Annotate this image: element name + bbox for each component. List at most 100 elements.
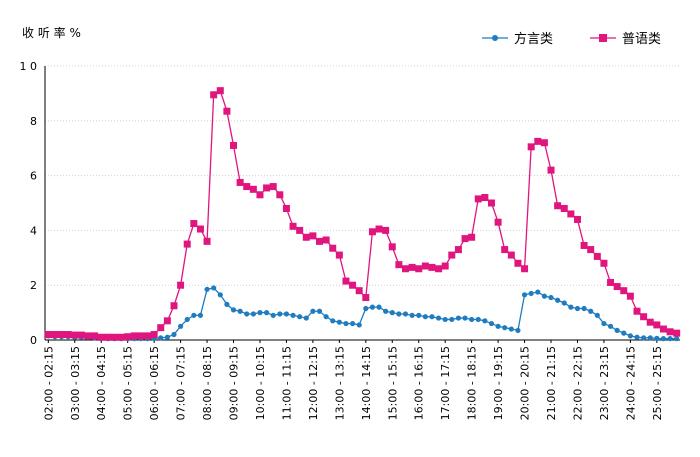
data-point [277,311,283,317]
data-point [110,333,118,341]
data-point [44,331,52,339]
data-point [408,263,416,271]
data-point [528,290,534,297]
data-point [342,277,350,285]
data-point [555,297,561,303]
data-point [316,308,323,314]
data-point [620,287,628,295]
data-point [170,302,178,310]
x-tick-label: 21:00 - 21:15 [545,346,558,420]
data-point [534,137,542,145]
data-point [640,313,648,321]
legend-label: 方言类 [514,31,553,47]
x-tick-label: 25:00 - 25:15 [651,346,664,420]
data-point [263,310,270,316]
data-point [223,107,231,115]
data-point [508,326,514,332]
data-point [316,237,324,245]
x-tick-label: 13:00 - 13:15 [333,346,346,420]
data-point [402,311,409,317]
data-point [150,331,158,339]
data-point [237,308,243,314]
data-point [514,259,522,267]
data-point [527,143,535,151]
data-point [375,225,383,233]
data-point [660,336,667,342]
x-tick-label: 22:00 - 22:15 [571,346,584,420]
data-point [673,329,681,337]
data-point [309,232,317,240]
data-point [104,333,112,341]
data-point [197,312,204,318]
data-point [388,243,396,251]
y-tick-label: 4 [30,224,37,237]
x-tick-label: 23:00 - 23:15 [598,346,611,420]
data-point [455,315,462,321]
data-point [276,191,284,199]
data-point [330,318,336,324]
data-point [515,327,521,334]
x-tick-label: 02:00 - 02:15 [42,346,55,420]
data-point [541,293,548,299]
data-point [257,310,263,316]
data-point [130,332,138,340]
y-tick-label: 8 [30,115,37,128]
data-point [409,312,415,318]
data-point [654,335,660,341]
data-point [594,312,600,318]
data-point [428,263,436,271]
data-point [184,316,190,323]
data-point [349,281,357,289]
data-point [495,323,501,329]
data-point [415,265,423,273]
series-group [44,87,681,342]
data-point [607,278,615,286]
data-point [395,261,403,269]
data-point [567,210,575,218]
data-point [204,286,210,292]
data-point [507,251,515,259]
legend: 方言类 普语类 [482,31,661,47]
data-point [449,316,455,323]
data-point [177,323,184,329]
x-tick-label: 16:00 - 16:15 [413,346,426,420]
data-point [369,304,376,310]
data-point [58,331,66,339]
y-axis-label: 收 听 率 % [22,25,81,40]
data-point [363,305,369,312]
x-tick-label: 09:00 - 09:15 [228,346,241,420]
data-point [587,246,595,254]
data-point [601,320,607,327]
data-point [634,334,640,340]
data-point [282,204,290,212]
legend-item: 普语类 [590,32,661,47]
data-point [97,333,105,341]
data-point [303,315,309,321]
data-point [468,233,476,241]
data-point [71,331,79,339]
data-point [659,325,667,333]
data-point [674,336,680,342]
data-point [482,318,488,324]
y-tick-label: 0 [30,334,37,347]
legend-marker [599,34,607,42]
data-point [383,308,389,314]
data-point [502,325,508,331]
data-point [600,259,608,267]
data-point [607,323,614,329]
data-point [158,335,164,341]
data-point [137,332,145,340]
data-point [588,308,594,314]
x-tick-label: 15:00 - 15:15 [386,346,399,420]
data-point [521,292,528,298]
data-point [442,316,448,323]
data-point [416,312,422,318]
data-point [382,226,390,234]
data-point [343,320,349,327]
data-point [435,265,443,273]
data-point [581,305,587,312]
data-point [230,141,238,149]
data-point [474,195,482,203]
grid-lines [45,65,680,286]
data-point [521,265,529,273]
